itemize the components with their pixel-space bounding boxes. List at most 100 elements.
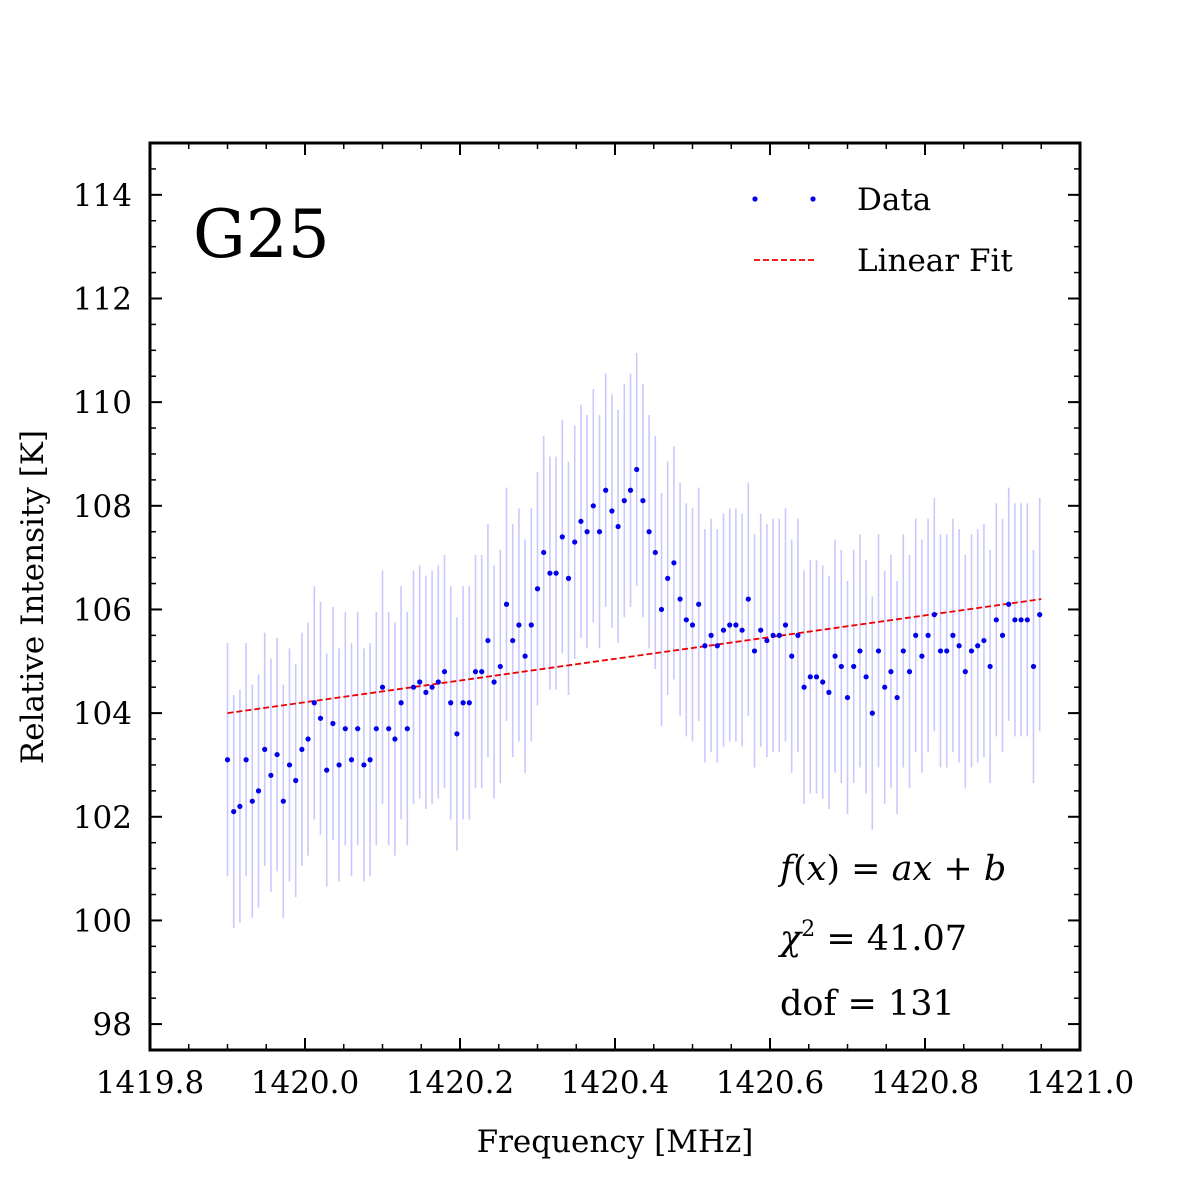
data-point <box>696 601 702 607</box>
data-point <box>739 627 745 633</box>
data-point <box>764 637 770 644</box>
data-point <box>683 617 689 623</box>
data-point <box>869 710 875 716</box>
formula-plus: + <box>932 849 984 889</box>
chi-value: = 41.07 <box>815 919 967 959</box>
data-point <box>758 627 764 633</box>
data-point <box>243 757 249 763</box>
y-tick-label: 114 <box>73 178 132 214</box>
data-point <box>590 503 596 509</box>
data-point <box>882 684 888 690</box>
data-point <box>813 674 820 680</box>
data-point <box>944 648 950 654</box>
x-axis-label: Frequency [MHz] <box>477 1124 754 1160</box>
data-point <box>404 726 410 732</box>
data-point <box>373 726 379 732</box>
data-point <box>999 632 1006 638</box>
data-point <box>553 570 559 576</box>
data-point <box>417 679 423 685</box>
data-point <box>280 798 286 804</box>
data-point <box>658 606 665 613</box>
data-point <box>745 596 751 602</box>
data-point <box>968 648 975 654</box>
data-point <box>286 762 293 768</box>
data-point <box>367 757 373 763</box>
x-tick-labels: 1419.8 1420.0 1420.2 1420.4 1420.6 1420.8 1421… <box>96 1065 1134 1101</box>
axis-ticks <box>149 142 1081 1051</box>
data-point <box>435 679 441 685</box>
data-point <box>479 669 485 675</box>
y-tick-labels: 98 100 102 104 106 108 110 112 114 <box>73 178 132 1043</box>
data-point <box>677 596 683 602</box>
data-point <box>472 669 479 675</box>
data-point <box>801 684 807 690</box>
data-point <box>361 762 367 768</box>
data-point <box>795 632 801 638</box>
data-point <box>299 746 305 752</box>
data-point <box>528 622 534 628</box>
data-point <box>931 612 937 618</box>
data-point <box>274 751 280 758</box>
data-point <box>987 663 993 670</box>
data-point <box>249 798 255 804</box>
data-point <box>466 700 472 706</box>
data-point <box>510 637 516 644</box>
data-point <box>937 648 944 654</box>
data-point <box>255 788 262 794</box>
data-point <box>324 767 330 773</box>
data-point <box>826 689 832 695</box>
data-point <box>386 726 392 732</box>
data-point <box>634 466 640 473</box>
data-point <box>410 684 417 690</box>
data-point <box>231 808 237 815</box>
data-point <box>714 643 720 649</box>
data-point <box>578 518 584 524</box>
x-tick-label: 1420.2 <box>406 1065 514 1101</box>
data-point <box>1037 612 1043 618</box>
data-point <box>348 757 355 763</box>
y-tick-label: 108 <box>73 489 132 525</box>
data-point <box>534 586 541 592</box>
data-point <box>956 643 962 649</box>
panel-label: G25 <box>193 196 330 273</box>
formula-equals: ) = <box>826 849 891 889</box>
x-tick-label: 1419.8 <box>96 1065 204 1101</box>
data-point <box>448 700 454 706</box>
y-tick-label: 102 <box>73 800 132 836</box>
legend-data-marker-left <box>752 196 758 202</box>
data-point <box>522 653 528 659</box>
data-point <box>689 622 696 628</box>
data-point <box>237 803 243 810</box>
data-point <box>584 529 590 535</box>
y-tick-label: 110 <box>73 385 132 421</box>
x-tick-label: 1420.8 <box>871 1065 979 1101</box>
data-point <box>516 622 522 628</box>
data-point <box>652 549 658 556</box>
data-point <box>311 700 317 706</box>
data-point <box>485 637 491 644</box>
data-point <box>268 772 274 778</box>
data-point <box>894 694 900 701</box>
formula-x: x <box>807 849 827 889</box>
data-point <box>342 726 348 732</box>
y-axis-label: Relative Intensity [K] <box>15 430 51 764</box>
data-point <box>547 570 553 576</box>
data-point <box>609 508 615 514</box>
data-point <box>962 669 968 675</box>
data-point <box>702 643 708 649</box>
data-point <box>925 632 931 638</box>
data-point <box>491 679 497 685</box>
data-point <box>596 529 603 535</box>
data-point <box>330 720 336 727</box>
data-point <box>497 663 503 670</box>
data-point <box>646 529 652 535</box>
formula-x2: x <box>912 849 932 889</box>
x-tick-label: 1421.0 <box>1026 1065 1134 1101</box>
data-point <box>751 648 758 654</box>
data-point <box>993 617 999 623</box>
data-point <box>665 575 671 581</box>
data-point <box>615 523 621 530</box>
data-point <box>875 648 882 654</box>
data-point <box>317 715 324 721</box>
